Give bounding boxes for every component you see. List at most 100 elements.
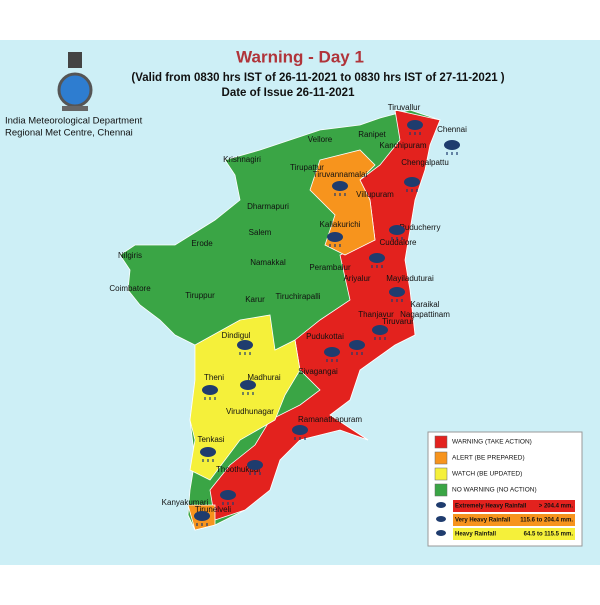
district-label: Tirunelveli bbox=[195, 505, 231, 514]
rain-drops bbox=[334, 193, 346, 196]
rain-icon bbox=[324, 347, 340, 362]
cloud bbox=[444, 140, 460, 150]
district-label: Tiruvallur bbox=[388, 103, 421, 112]
rain-drops bbox=[239, 352, 251, 355]
imd-emblem bbox=[57, 52, 93, 111]
cloud bbox=[247, 460, 263, 470]
district-label: Salem bbox=[249, 228, 272, 237]
cloud bbox=[327, 232, 343, 242]
rain-drops bbox=[391, 237, 403, 240]
legend-label: WATCH (BE UPDATED) bbox=[452, 471, 522, 478]
rain-drops bbox=[406, 189, 418, 192]
district-label: Chennai bbox=[437, 125, 467, 134]
district-label: Kanchipuram bbox=[379, 141, 426, 150]
district-region bbox=[209, 109, 441, 521]
rain-drops bbox=[222, 502, 234, 505]
rain-drops bbox=[409, 132, 421, 135]
rainfall-range: > 204.4 mm. bbox=[539, 504, 574, 510]
rain-icon bbox=[332, 181, 348, 196]
district-label: Dindigul bbox=[222, 331, 251, 340]
district-label: Mayiladuturai bbox=[386, 274, 434, 283]
district-label: Tenkasi bbox=[197, 435, 224, 444]
rain-drops bbox=[204, 397, 216, 400]
rain-icon bbox=[349, 340, 365, 355]
cloud bbox=[237, 340, 253, 350]
district-label: Kanyakumari bbox=[162, 498, 209, 507]
legend-box bbox=[427, 431, 583, 547]
district-label: Ranipet bbox=[358, 130, 386, 139]
district-label: Perambalur bbox=[309, 263, 351, 272]
rain-icon bbox=[237, 340, 253, 355]
rain-drops bbox=[249, 472, 261, 475]
rain-icon bbox=[240, 380, 256, 395]
cloud bbox=[202, 385, 218, 395]
cloud bbox=[349, 340, 365, 350]
legend-swatch bbox=[434, 483, 448, 497]
cloud bbox=[292, 425, 308, 435]
rain-drops bbox=[446, 152, 458, 155]
legend-rain-icon bbox=[436, 502, 446, 508]
cloud bbox=[389, 225, 405, 235]
district-labels: Tiruvallur Chennai Kanchipuram Chengalpattu… bbox=[109, 103, 467, 526]
district-label: Karaikal bbox=[411, 300, 440, 309]
district-region bbox=[309, 149, 376, 256]
district-label: Ramanathapuram bbox=[298, 415, 362, 424]
district-label: Dharmapuri bbox=[247, 202, 289, 211]
rain-icon bbox=[389, 225, 405, 240]
cloud bbox=[220, 490, 236, 500]
cloud bbox=[200, 447, 216, 457]
district-label: Madhurai bbox=[247, 373, 281, 382]
cloud bbox=[324, 347, 340, 357]
rain-icon bbox=[200, 447, 216, 462]
rain-drops bbox=[326, 359, 338, 362]
rain-icon bbox=[404, 177, 420, 192]
district-label: Tiruvarur bbox=[382, 317, 414, 326]
rainfall-range: 64.5 to 115.5 mm. bbox=[524, 532, 574, 538]
cloud bbox=[407, 120, 423, 130]
rainfall-label: Heavy Rainfall bbox=[455, 532, 496, 538]
rain-drops bbox=[329, 244, 341, 247]
legend-rain-icon bbox=[436, 516, 446, 522]
rain-drops bbox=[294, 437, 306, 440]
legend-swatch bbox=[434, 467, 448, 481]
rain-icon bbox=[389, 287, 405, 302]
district-label: Tiruchirapalli bbox=[275, 292, 320, 301]
district-label: Vellore bbox=[308, 135, 333, 144]
rain-drops bbox=[391, 299, 403, 302]
cloud bbox=[194, 511, 210, 521]
district-label: Tirupattur bbox=[290, 163, 324, 172]
district-label: Pudukottai bbox=[306, 332, 344, 341]
district-label: Namakkal bbox=[250, 258, 286, 267]
district-label: Karur bbox=[245, 295, 265, 304]
district-label: Sivagangai bbox=[298, 367, 338, 376]
cloud bbox=[369, 253, 385, 263]
rain-drops bbox=[202, 459, 214, 462]
legend-swatch bbox=[434, 451, 448, 465]
rain-icon bbox=[372, 325, 388, 340]
org-line: Regional Met Centre, Chennai bbox=[5, 128, 133, 139]
district-label: Coimbatore bbox=[109, 284, 151, 293]
district-label: Nagapattinam bbox=[400, 310, 450, 319]
legend-rain-icon bbox=[436, 530, 446, 536]
rain-icon bbox=[202, 385, 218, 400]
district-label: Krishnagiri bbox=[223, 155, 261, 164]
org-line: India Meteorological Department bbox=[5, 116, 143, 127]
rain-icon bbox=[247, 460, 263, 475]
legend: WARNING (TAKE ACTION) ALERT (BE PREPARED)… bbox=[427, 431, 583, 547]
rain-drops bbox=[351, 352, 363, 355]
rain-drops bbox=[196, 523, 208, 526]
rain-drops bbox=[242, 392, 254, 395]
district-label: Erode bbox=[191, 239, 213, 248]
rain-drops bbox=[371, 265, 383, 268]
rain-drops bbox=[374, 337, 386, 340]
validity: (Valid from 0830 hrs IST of 26-11-2021 t… bbox=[131, 72, 504, 84]
district-label: Cuddalore bbox=[380, 238, 417, 247]
district-label: Tiruvannamalai bbox=[313, 170, 368, 179]
district-label: Theni bbox=[204, 373, 224, 382]
legend-label: ALERT (BE PREPARED) bbox=[452, 455, 525, 462]
district-label: Ariyalur bbox=[343, 274, 370, 283]
rain-icon bbox=[220, 490, 236, 505]
cloud bbox=[240, 380, 256, 390]
district-label: Nilgiris bbox=[118, 251, 142, 260]
rain-icon bbox=[292, 425, 308, 440]
